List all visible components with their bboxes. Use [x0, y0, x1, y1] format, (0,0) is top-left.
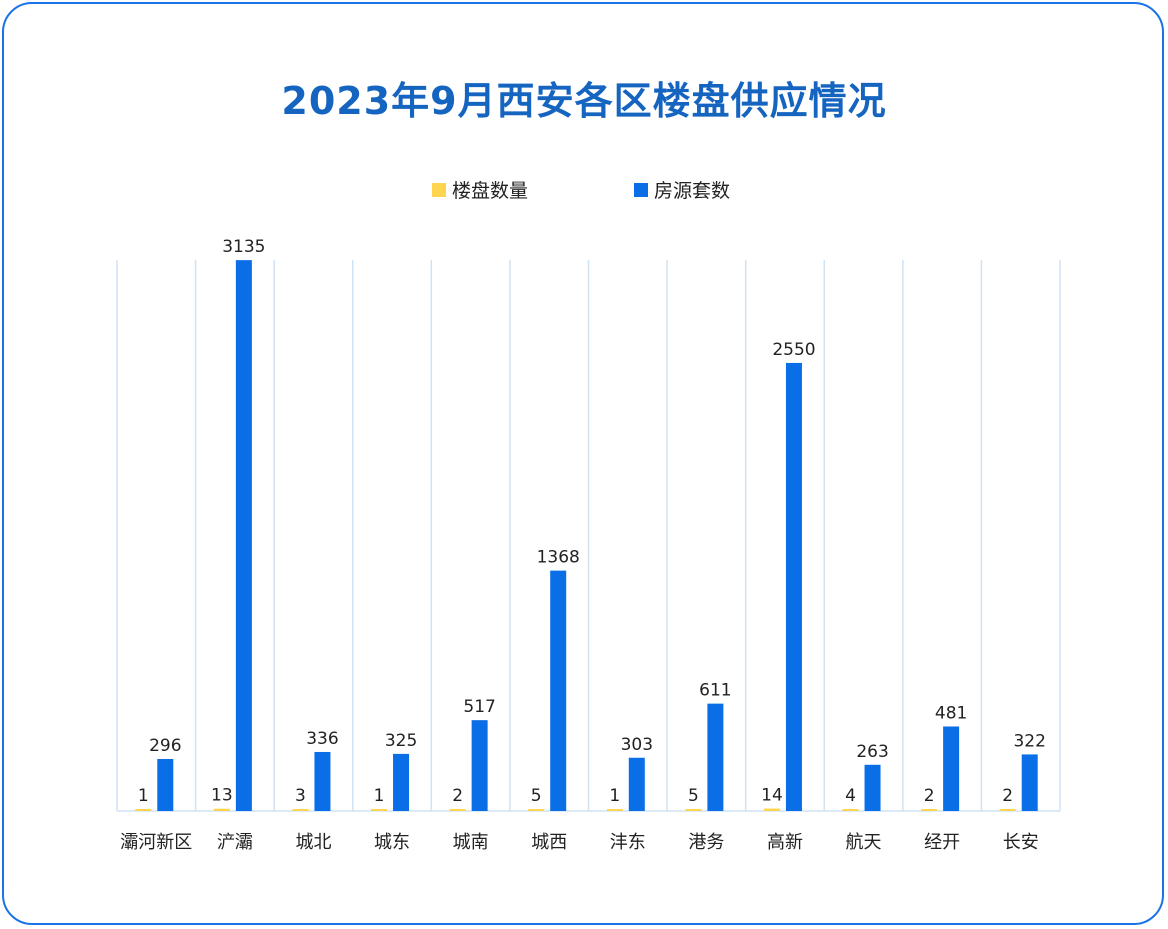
bar-unit-count — [550, 570, 567, 811]
bar-project-count — [999, 809, 1016, 811]
legend-item-unit-count: 房源套数 — [634, 176, 730, 203]
x-tick-label: 浐灞 — [217, 832, 253, 853]
chart-title: 2023年9月西安各区楼盘供应情况 — [281, 79, 887, 123]
x-tick-label: 城西 — [531, 832, 567, 853]
x-tick-label: 城南 — [453, 832, 489, 853]
x-tick-label: 港务 — [688, 832, 724, 853]
x-tick-label: 灞河新区 — [120, 832, 192, 853]
data-label-project-count: 4 — [845, 786, 856, 806]
data-label-project-count: 5 — [531, 786, 542, 806]
data-label-project-count: 1 — [138, 786, 149, 806]
bar-project-count — [135, 809, 152, 811]
data-label-unit-count: 325 — [385, 731, 417, 751]
bar-project-count — [213, 808, 230, 811]
bar-unit-count — [864, 764, 881, 811]
data-label-unit-count: 263 — [856, 742, 888, 762]
x-tick-label: 城东 — [374, 832, 410, 853]
data-label-unit-count: 336 — [306, 729, 338, 749]
data-label-project-count: 14 — [761, 786, 783, 806]
legend-swatch-unit-count — [634, 182, 648, 197]
x-tick-label: 长安 — [1003, 832, 1039, 853]
data-label-project-count: 1 — [609, 786, 620, 806]
data-label-unit-count: 481 — [935, 703, 967, 723]
data-label-unit-count: 2550 — [772, 340, 815, 360]
bar-unit-count — [471, 720, 488, 811]
bar-project-count — [763, 808, 780, 811]
x-tick-label: 经开 — [924, 832, 960, 853]
legend-label-unit-count: 房源套数 — [654, 180, 731, 202]
bar-unit-count — [1021, 754, 1038, 811]
data-label-project-count: 2 — [924, 786, 935, 806]
bar-unit-count — [157, 758, 174, 811]
bar-unit-count — [943, 726, 960, 811]
bar-project-count — [528, 809, 545, 811]
x-tick-label: 城北 — [295, 832, 331, 853]
data-label-project-count: 5 — [688, 786, 699, 806]
bar-project-count — [685, 809, 702, 811]
x-tick-label: 高新 — [767, 832, 803, 853]
x-tick-label: 沣东 — [610, 832, 646, 853]
data-label-unit-count: 1368 — [537, 548, 580, 568]
bar-project-count — [371, 809, 388, 811]
data-label-unit-count: 296 — [149, 736, 181, 756]
bar-unit-count — [785, 362, 802, 811]
bar-project-count — [292, 809, 309, 811]
data-label-project-count: 1 — [374, 786, 385, 806]
data-label-project-count: 2 — [452, 786, 463, 806]
bar-unit-count — [314, 751, 331, 811]
data-label-project-count: 3 — [295, 786, 306, 806]
bar-project-count — [606, 809, 623, 811]
bar-project-count — [921, 809, 938, 811]
bar-project-count — [449, 809, 466, 811]
x-tick-label: 航天 — [846, 832, 882, 853]
bar-unit-count — [628, 757, 645, 811]
chart-legend: 楼盘数量 房源套数 — [0, 176, 1168, 203]
legend-item-project-count: 楼盘数量 — [432, 176, 528, 203]
bar-unit-count — [235, 260, 252, 811]
data-label-unit-count: 303 — [621, 735, 653, 755]
data-label-project-count: 2 — [1002, 786, 1013, 806]
legend-label-project-count: 楼盘数量 — [452, 180, 529, 202]
legend-swatch-project-count — [432, 182, 446, 197]
data-label-unit-count: 322 — [1013, 731, 1045, 751]
data-label-unit-count: 517 — [463, 697, 495, 717]
data-label-unit-count: 611 — [699, 681, 731, 701]
bar-unit-count — [707, 703, 724, 811]
bar-unit-count — [393, 753, 410, 811]
data-label-project-count: 13 — [211, 786, 233, 806]
data-label-unit-count: 3135 — [222, 237, 265, 257]
bar-project-count — [842, 809, 859, 811]
